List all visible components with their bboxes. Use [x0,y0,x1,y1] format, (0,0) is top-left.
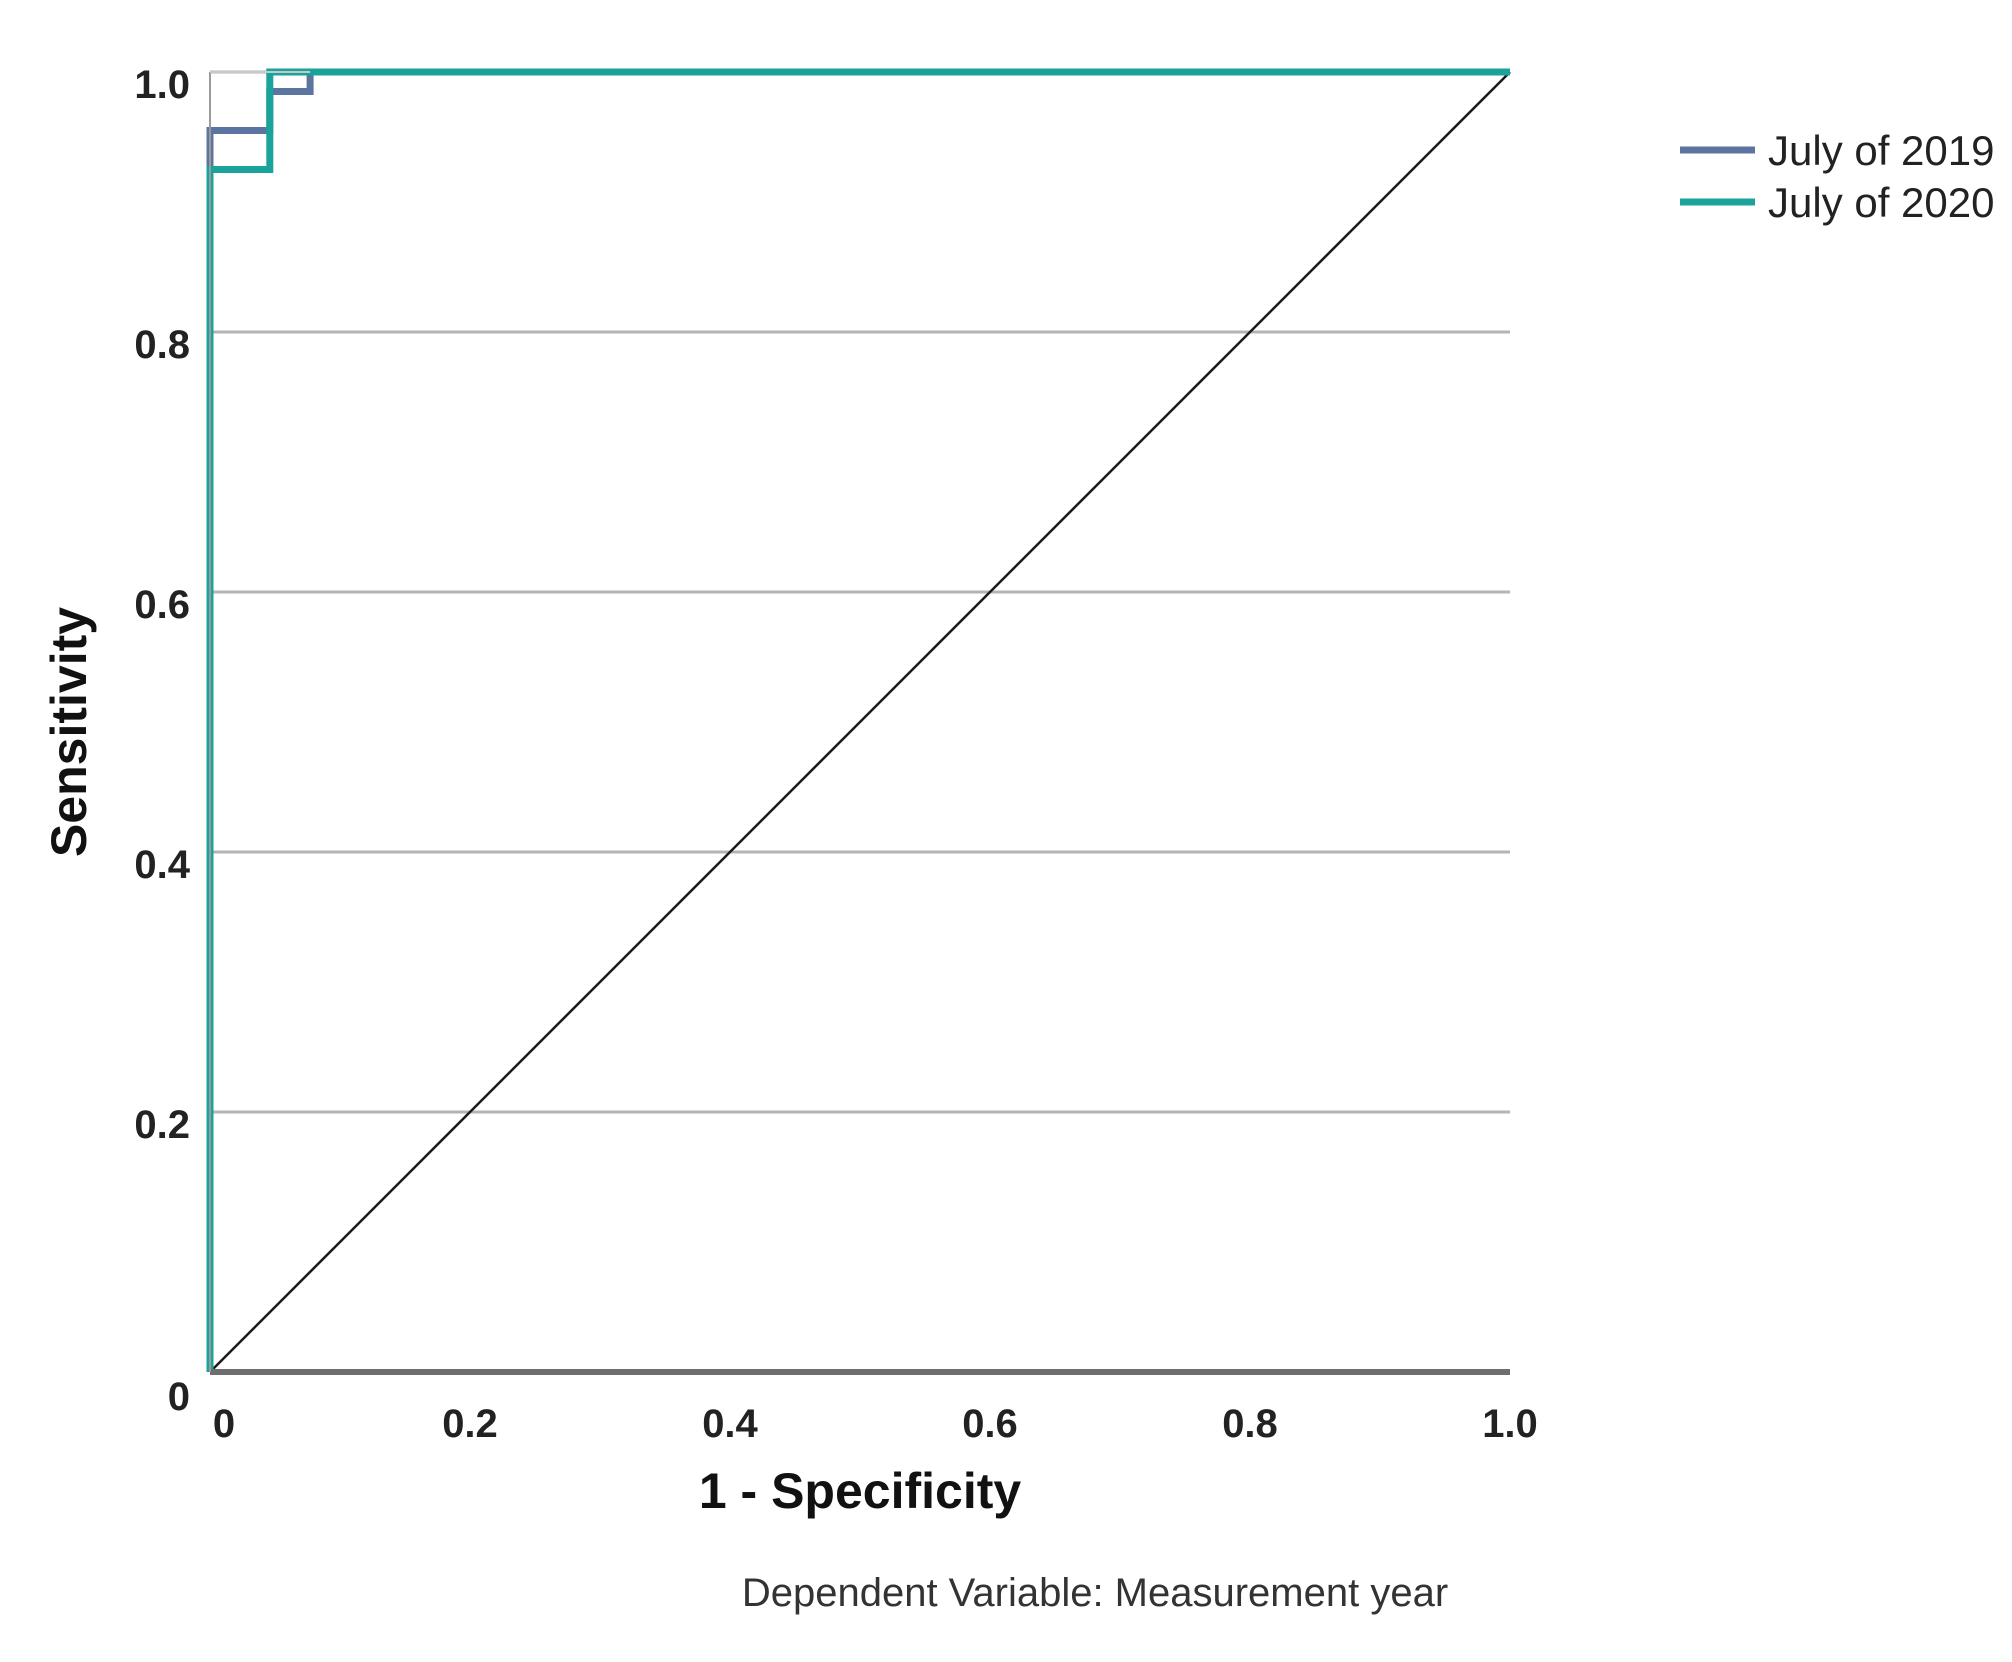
legend-label-1: July of 2019 [1768,127,1995,174]
y-tick-label-0: 0 [168,1375,190,1419]
legend-label-2: July of 2020 [1768,179,1995,226]
x-tick-label-5: 1.0 [1482,1402,1538,1446]
y-tick-label-1: 0.2 [134,1103,190,1147]
x-tick-label-2: 0.4 [702,1402,758,1446]
y-axis-title: Sensitivity [41,607,97,857]
y-tick-label-3: 0.6 [134,583,190,627]
y-tick-label-4: 0.8 [134,323,190,367]
tick-labels: 0 0.2 0.4 0.6 0.8 1.0 0 0.2 0.4 0.6 0.8 1.0 [134,63,1537,1446]
y-tick-label-5: 1.0 [134,63,190,107]
reference-diagonal [209,71,1511,1373]
x-axis-title: 1 - Specificity [699,1463,1022,1519]
x-tick-label-0: 0 [213,1402,235,1446]
x-tick-label-3: 0.6 [962,1402,1018,1446]
axes [209,71,1510,1375]
reference-line [209,71,1511,1373]
chart-footnote: Dependent Variable: Measurement year [742,1571,1448,1615]
y-tick-label-2: 0.4 [134,843,190,887]
gridlines [210,70,1510,1114]
x-tick-label-1: 0.2 [442,1402,498,1446]
x-tick-label-4: 0.8 [1222,1402,1278,1446]
legend: July of 2019 July of 2020 [1680,127,1995,226]
